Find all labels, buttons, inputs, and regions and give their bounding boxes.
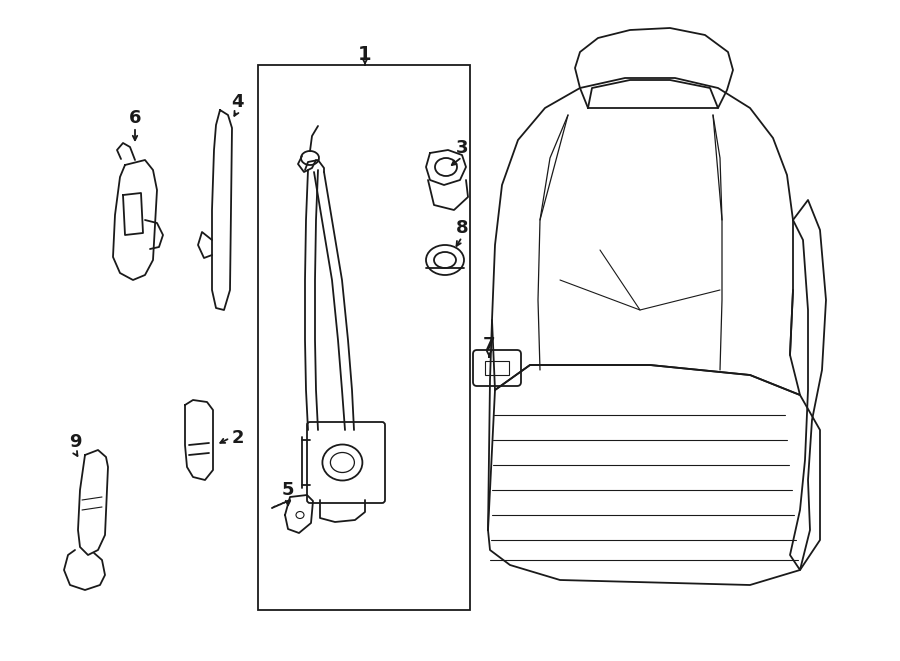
Bar [485,361,509,375]
Text: 6: 6 [129,109,141,127]
Text: 3: 3 [455,139,468,157]
Text: 1: 1 [358,46,372,65]
Text: 8: 8 [455,219,468,237]
Text: 4: 4 [230,93,243,111]
Text: 7: 7 [482,336,495,354]
Text: 9: 9 [68,433,81,451]
Bar [258,65,470,610]
Text: 2: 2 [232,429,244,447]
Text: 5: 5 [282,481,294,499]
